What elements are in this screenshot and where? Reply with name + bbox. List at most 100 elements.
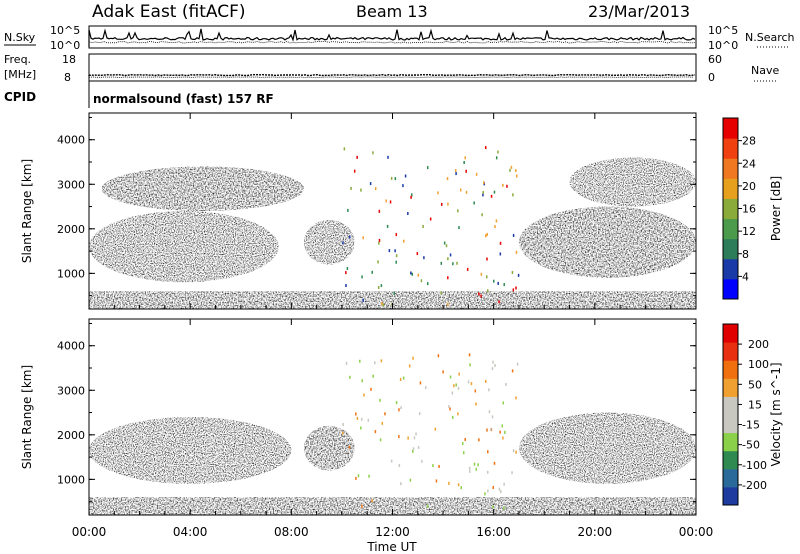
scatter-point — [447, 202, 449, 206]
scatter-point — [447, 302, 449, 306]
scatter-point — [363, 393, 365, 397]
x-tick-label: 00:00 — [679, 525, 714, 539]
scatter-point — [362, 299, 364, 303]
colorbar-swatch — [723, 258, 738, 280]
clutter-segment — [483, 291, 515, 309]
scatter-point — [432, 499, 435, 503]
clutter-segment — [422, 291, 455, 309]
scatter-point — [432, 464, 434, 468]
scatter-point — [355, 412, 357, 416]
scatter-point — [486, 232, 488, 236]
scatter-point — [395, 260, 397, 264]
scatter-point — [449, 407, 451, 411]
scatter-point — [488, 388, 490, 392]
scatter-point — [499, 241, 502, 245]
echo-region-fill — [518, 412, 696, 484]
clutter-segment — [180, 291, 212, 309]
noise-panel: N.Sky 10^5 10^0 10^5 10^0 N.Search — [4, 24, 795, 52]
scatter-point — [485, 275, 488, 279]
scatter-point — [516, 362, 519, 366]
clutter-segment — [210, 291, 242, 309]
freq-left-tick-top: 18 — [62, 53, 76, 66]
clutter-segment — [149, 497, 182, 515]
near-range-clutter — [89, 497, 696, 515]
scatter-point — [493, 500, 496, 504]
colorbar-swatch — [723, 468, 738, 488]
colorbar-tick-label: 100 — [748, 358, 769, 371]
scatter-point — [515, 396, 517, 400]
power-colorbar: 4 8 12 16 20 24 28 Power [dB] — [722, 117, 783, 300]
scatter-point — [491, 415, 494, 419]
colorbar-tick-label: 12 — [742, 225, 756, 238]
scatter-point — [501, 424, 503, 428]
scatter-point — [475, 402, 477, 406]
freq-label-top: Freq. — [4, 53, 31, 66]
scatter-point — [485, 379, 487, 383]
scatter-point — [360, 188, 362, 192]
scatter-point — [400, 482, 402, 486]
scatter-point — [511, 270, 514, 274]
date-label: 23/Mar/2013 — [588, 2, 690, 21]
scatter-point — [425, 386, 427, 390]
scatter-point — [486, 502, 488, 506]
scatter-point — [440, 291, 442, 295]
scatter-point — [492, 360, 494, 364]
scatter-point — [412, 356, 414, 360]
scatter-point — [400, 406, 402, 410]
scatter-point — [452, 262, 454, 266]
colorbar-label: Power [dB] — [769, 176, 783, 241]
noise-right-tick-bottom: 10^0 — [708, 39, 738, 52]
clutter-segment — [119, 291, 151, 309]
noise-left-tick-top: 10^5 — [50, 24, 80, 37]
colorbar-swatch — [723, 450, 738, 470]
clutter-segment — [331, 291, 364, 309]
scatter-point — [465, 169, 467, 173]
scatter-point — [465, 190, 468, 194]
scatter-point — [468, 353, 471, 357]
clutter-segment — [240, 497, 273, 515]
echo-region — [89, 417, 292, 484]
scatter-point — [495, 156, 498, 160]
scatter-point — [512, 193, 514, 197]
scatter-point — [460, 486, 462, 490]
scatter-point — [429, 217, 432, 221]
clutter-segment — [574, 497, 606, 515]
scatter-point — [493, 190, 496, 194]
scatter-point — [346, 266, 349, 270]
scatter-point — [385, 199, 387, 203]
colorbar-swatch — [723, 342, 738, 361]
scatter-point — [493, 461, 496, 465]
noise-left-tick-bottom: 10^0 — [50, 39, 80, 52]
scatter-point — [454, 169, 457, 173]
scatter-point — [399, 377, 402, 381]
echo-region — [303, 219, 355, 265]
clutter-segment — [392, 497, 424, 515]
scatter-point — [498, 300, 500, 304]
scatter-point — [372, 151, 374, 155]
clutter-segment — [89, 497, 121, 515]
scatter-point — [341, 431, 344, 435]
x-tick-label: 20:00 — [578, 525, 613, 539]
scatter-point — [448, 405, 450, 409]
scatter-point — [415, 432, 417, 436]
clutter-segment — [301, 497, 333, 515]
scatter-point — [387, 155, 389, 159]
noise-search-trace — [88, 41, 696, 44]
scatter-point — [510, 165, 513, 169]
scatter-point — [511, 369, 514, 373]
echo-region-fill — [569, 157, 696, 207]
scatter-point — [371, 499, 374, 503]
scatter-point — [394, 249, 396, 253]
clutter-segment — [301, 291, 333, 309]
scatter-point — [484, 492, 486, 496]
scatter-point — [422, 224, 424, 228]
scatter-point — [499, 430, 501, 434]
colorbar-swatch — [723, 396, 738, 415]
scatter-point — [457, 483, 460, 487]
scatter-point — [486, 257, 488, 261]
scatter-point — [515, 450, 517, 454]
echo-region — [89, 211, 279, 283]
colorbar-swatch — [723, 378, 738, 397]
echo-region-fill — [101, 166, 304, 212]
colorbar-swatch — [723, 278, 738, 300]
